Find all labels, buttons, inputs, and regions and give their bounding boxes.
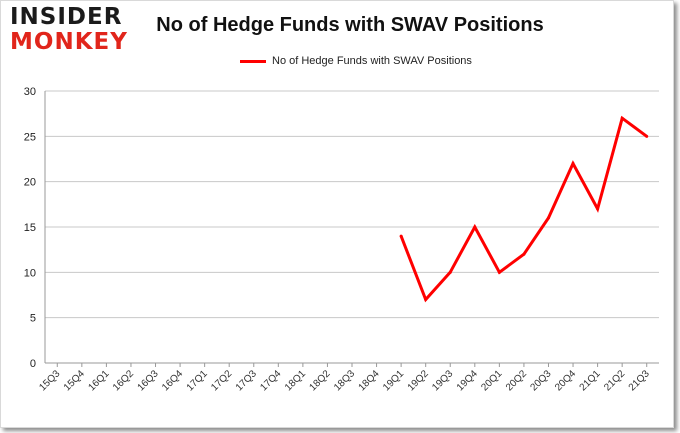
data-point	[448, 270, 452, 274]
legend-swatch	[240, 59, 266, 63]
x-tick-label: 19Q3	[430, 368, 455, 393]
data-point	[596, 207, 600, 211]
legend-label: No of Hedge Funds with SWAV Positions	[272, 55, 472, 67]
logo-line-2: MONKEY	[10, 29, 128, 55]
x-tick-label: 16Q2	[111, 368, 136, 393]
y-tick-label: 0	[30, 358, 36, 370]
y-tick-label: 15	[24, 222, 36, 234]
x-tick-label: 20Q1	[479, 368, 504, 393]
data-point	[571, 162, 575, 166]
data-point	[645, 134, 649, 138]
data-point	[424, 298, 428, 302]
y-tick-label: 5	[30, 313, 36, 325]
data-point	[497, 270, 501, 274]
y-tick-label: 10	[24, 267, 36, 279]
x-tick-label: 20Q3	[529, 368, 554, 393]
x-tick-label: 18Q3	[332, 368, 357, 393]
x-tick-label: 21Q1	[578, 368, 603, 393]
x-tick-label: 17Q2	[209, 368, 234, 393]
y-tick-label: 30	[24, 86, 36, 98]
y-tick-label: 25	[24, 131, 36, 143]
x-tick-label: 21Q3	[627, 368, 652, 393]
x-tick-label: 19Q2	[406, 368, 431, 393]
x-tick-label: 19Q4	[455, 368, 480, 393]
x-tick-label: 16Q1	[86, 368, 111, 393]
x-tick-label: 16Q3	[136, 368, 161, 393]
x-tick-label: 15Q3	[37, 368, 62, 393]
x-tick-label: 17Q1	[185, 368, 210, 393]
data-point	[620, 116, 624, 120]
x-tick-label: 18Q4	[357, 368, 382, 393]
y-tick-label: 20	[24, 177, 36, 189]
data-point	[546, 216, 550, 220]
chart-frame	[0, 0, 674, 428]
x-tick-label: 21Q2	[602, 368, 627, 393]
data-point	[473, 225, 477, 229]
x-tick-label: 17Q4	[258, 368, 283, 393]
logo-line-1: INSIDER	[10, 4, 123, 30]
x-tick-label: 18Q1	[283, 368, 308, 393]
insider-monkey-logo: INSIDER MONKEY	[10, 6, 128, 54]
x-tick-label: 16Q4	[160, 368, 185, 393]
data-point	[522, 252, 526, 256]
x-tick-label: 19Q1	[381, 368, 406, 393]
chart-title: No of Hedge Funds with SWAV Positions	[156, 14, 544, 36]
x-tick-label: 15Q4	[62, 368, 87, 393]
x-tick-label: 17Q3	[234, 368, 259, 393]
x-tick-label: 20Q2	[504, 368, 529, 393]
data-point	[399, 234, 403, 238]
x-tick-label: 18Q2	[307, 368, 332, 393]
x-tick-label: 20Q4	[553, 368, 578, 393]
chart-legend: No of Hedge Funds with SWAV Positions	[240, 52, 472, 70]
